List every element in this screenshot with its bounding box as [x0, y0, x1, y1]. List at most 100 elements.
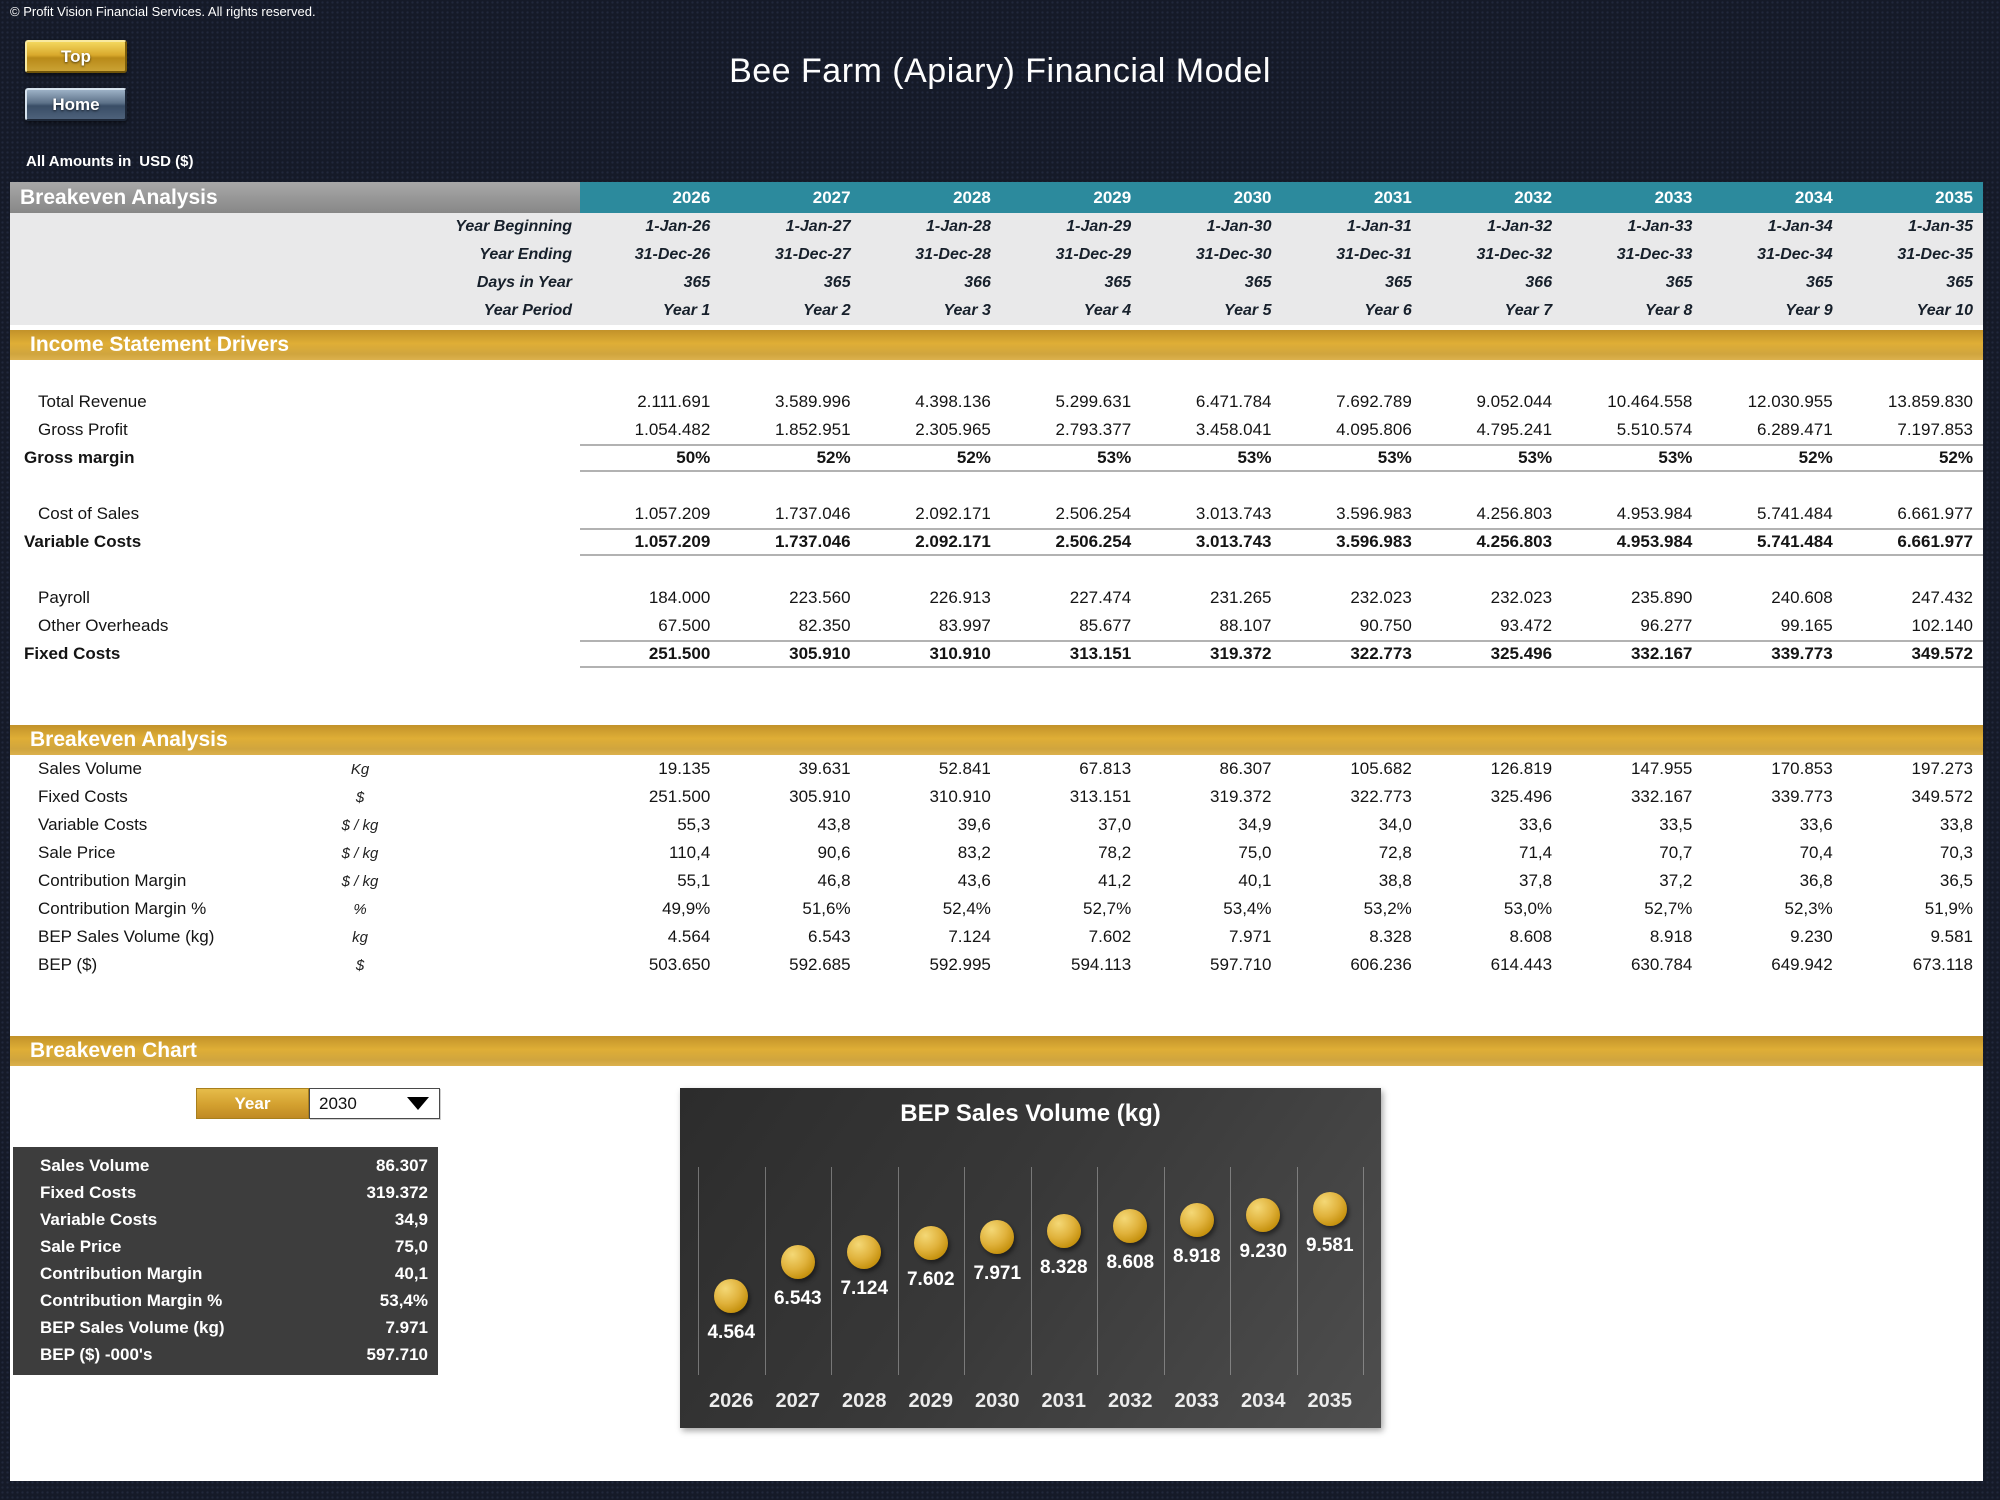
- row-label: Year Beginning: [455, 218, 572, 235]
- data-cell: 1-Jan-34: [1767, 218, 1833, 235]
- year-header-cell: 2035: [1935, 187, 1973, 207]
- section-bar-breakeven-analysis: Breakeven Analysis: [10, 725, 1983, 755]
- year-selector-label[interactable]: Year: [196, 1088, 309, 1119]
- data-cell: 365: [1665, 274, 1693, 291]
- data-cell: 75,0: [1238, 843, 1272, 862]
- axis-tick-label: 2035: [1307, 1390, 1353, 1412]
- data-cell: 37,2: [1659, 871, 1693, 890]
- row-unit: Kg: [350, 760, 370, 778]
- data-cell: 85.677: [1079, 616, 1132, 635]
- row-values: 110,4 90,6 83,2 78,2 75,0 72,8 71,4 70,7 70,4 70,…: [580, 839, 1983, 867]
- data-cell: 37,0: [1098, 815, 1132, 834]
- data-cell: 39.631: [798, 759, 851, 778]
- year-info-band: Year Beginning 1-Jan-26 1-Jan-27 1-Jan-28 1-…: [10, 213, 1983, 325]
- table-row: BEP Sales Volume (kg) kg 4.564 6.543 7.124 7.…: [10, 923, 1983, 951]
- home-button[interactable]: Home: [25, 88, 127, 121]
- row-spacer-cell: [460, 755, 580, 783]
- data-point-marker: [980, 1219, 1015, 1254]
- data-cell: 1.057.209: [634, 504, 711, 523]
- row-unit: $: [355, 956, 365, 974]
- summary-value: 7.971: [385, 1317, 428, 1337]
- data-cell: 90,6: [817, 843, 851, 862]
- row-values: 251.500 305.910 310.910 313.151 319.372 322.7…: [580, 783, 1983, 811]
- data-cell: 52,3%: [1784, 899, 1833, 918]
- data-cell: 630.784: [1630, 955, 1693, 974]
- year-header-cell: 2029: [1093, 187, 1132, 207]
- data-cell: 313.151: [1069, 787, 1132, 806]
- data-cell: 43,8: [817, 815, 851, 834]
- data-cell: 7.602: [1088, 927, 1132, 946]
- data-cell: 71,4: [1519, 843, 1553, 862]
- data-cell: 31-Dec-32: [1476, 246, 1553, 263]
- data-cell: 3.013.743: [1195, 532, 1272, 551]
- chart-x-axis: 2026 2027 2028 2029 2030 2031 2032 2033 2034 2035: [698, 1390, 1363, 1413]
- data-point-marker: [1113, 1208, 1148, 1243]
- chart-gridline: [1363, 1167, 1364, 1375]
- data-cell: 366: [964, 274, 991, 291]
- chart-gridline: [897, 1167, 899, 1375]
- row-label: Total Revenue: [38, 392, 147, 411]
- page-title: Bee Farm (Apiary) Financial Model: [729, 52, 1271, 90]
- data-cell: 2.092.171: [915, 532, 991, 551]
- data-cell: 349.572: [1911, 644, 1973, 663]
- row-values: Year 1 Year 2 Year 3 Year 4 Year 5 Year 6 Year…: [580, 297, 1983, 325]
- data-cell: 366: [1525, 274, 1553, 291]
- data-cell: 365: [823, 274, 851, 291]
- data-point-marker: [1179, 1203, 1214, 1238]
- top-button[interactable]: Top: [25, 40, 127, 73]
- data-cell: 6.661.977: [1897, 532, 1973, 551]
- data-cell: Year 1: [662, 302, 711, 319]
- summary-row: Sales Volume 86.307: [13, 1152, 438, 1179]
- data-cell: 1.737.046: [774, 504, 851, 523]
- data-point-label: 7.971: [973, 1262, 1022, 1284]
- copyright-text: © Profit Vision Financial Services. All …: [10, 4, 316, 19]
- section-bar-income-statement-drivers: Income Statement Drivers: [10, 330, 1983, 360]
- data-cell: 7.971: [1228, 927, 1272, 946]
- data-point-label: 8.608: [1106, 1251, 1155, 1273]
- data-cell: 31-Dec-35: [1897, 246, 1973, 263]
- row-label: Other Overheads: [38, 616, 169, 635]
- year-header-cell: 2026: [672, 187, 711, 207]
- row-unit: $ / kg: [341, 872, 379, 890]
- row-label: Gross margin: [24, 448, 135, 467]
- data-cell: Year 4: [1083, 302, 1132, 319]
- worksheet: Breakeven Analysis 2026 2027 2028 2029 2030 2…: [10, 182, 1983, 1481]
- data-cell: 365: [1244, 274, 1272, 291]
- row-values: 1.057.209 1.737.046 2.092.171 2.506.254 3.01…: [580, 500, 1983, 528]
- year-dropdown[interactable]: 2030: [309, 1088, 440, 1119]
- row-label: Fixed Costs: [38, 787, 128, 806]
- data-cell: 319.372: [1210, 644, 1272, 663]
- data-cell: 4.564: [667, 927, 711, 946]
- data-cell: 365: [1104, 274, 1132, 291]
- data-cell: 365: [1805, 274, 1833, 291]
- data-cell: 53,0%: [1503, 899, 1553, 918]
- data-cell: 34,9: [1238, 815, 1272, 834]
- data-cell: 3.458.041: [1195, 420, 1272, 439]
- summary-row: Fixed Costs 319.372: [13, 1179, 438, 1206]
- data-cell: 31-Dec-33: [1616, 246, 1693, 263]
- data-cell: 51,9%: [1924, 899, 1973, 918]
- data-cell: 4.095.806: [1336, 420, 1412, 439]
- data-cell: 70,3: [1939, 843, 1973, 862]
- data-cell: 232.023: [1490, 588, 1553, 607]
- data-cell: 33,6: [1519, 815, 1553, 834]
- data-cell: 1-Jan-27: [785, 218, 851, 235]
- table-row: Contribution Margin $ / kg 55,1 46,8 43,6 41,…: [10, 867, 1983, 895]
- data-cell: 55,3: [677, 815, 711, 834]
- data-cell: 31-Dec-27: [774, 246, 851, 263]
- row-label: Payroll: [38, 588, 90, 607]
- data-cell: 503.650: [648, 955, 711, 974]
- chart-gridline: [1163, 1167, 1165, 1375]
- data-cell: 39,6: [957, 815, 991, 834]
- data-cell: 52%: [816, 448, 851, 467]
- data-cell: 7.124: [948, 927, 991, 946]
- data-cell: 322.773: [1350, 787, 1412, 806]
- data-point-marker: [847, 1234, 882, 1269]
- data-cell: 1.057.209: [634, 532, 711, 551]
- dropdown-arrow-button[interactable]: [397, 1089, 439, 1118]
- row-spacer-cell: [460, 811, 580, 839]
- data-cell: 313.151: [1069, 644, 1132, 663]
- data-cell: 36,8: [1799, 871, 1833, 890]
- year-dropdown-value[interactable]: 2030: [319, 1093, 357, 1113]
